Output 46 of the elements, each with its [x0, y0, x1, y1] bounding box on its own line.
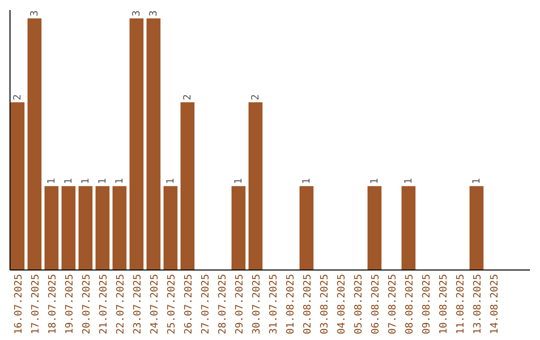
x-tick-label: 07.08.2025: [388, 274, 398, 334]
x-tick-label: 11.08.2025: [456, 274, 466, 334]
data-label: 1: [404, 178, 414, 184]
data-label: 2: [12, 94, 24, 100]
x-tick-label: 10.08.2025: [438, 274, 450, 334]
x-tick-label: 18.07.2025: [48, 274, 58, 334]
x-tick-label: 21.07.2025: [98, 274, 110, 334]
x-tick-label: 20.07.2025: [82, 274, 92, 334]
data-label: 1: [80, 178, 92, 184]
x-tick-label: 13.08.2025: [472, 274, 484, 334]
x-tick-label: 04.08.2025: [336, 274, 348, 334]
x-tick-label: 14.08.2025: [490, 274, 500, 334]
data-label: 1: [114, 178, 126, 184]
x-tick-label: 08.08.2025: [404, 274, 416, 334]
x-tick-label: 29.07.2025: [234, 274, 246, 334]
x-tick-label: 30.07.2025: [252, 274, 262, 334]
data-label: 3: [148, 10, 160, 16]
x-tick-label: 19.07.2025: [64, 274, 76, 334]
x-tick-label: 06.08.2025: [370, 274, 382, 334]
data-label: 1: [302, 178, 312, 184]
x-tick-label: 09.08.2025: [422, 274, 432, 334]
data-label: 1: [472, 178, 482, 184]
x-tick-label: 23.07.2025: [132, 274, 144, 334]
x-tick-label: 24.07.2025: [150, 274, 160, 334]
x-tick-label: 01.08.2025: [286, 274, 296, 334]
data-label: 2: [182, 94, 194, 100]
x-tick-label: 02.08.2025: [302, 274, 314, 334]
x-tick-label: 25.07.2025: [166, 274, 178, 334]
data-label: 1: [370, 178, 380, 184]
data-label: 3: [30, 10, 40, 16]
data-label: 1: [64, 178, 74, 184]
x-tick-label: 27.07.2025: [200, 274, 212, 334]
x-tick-label: 03.08.2025: [320, 274, 330, 334]
x-tick-label: 16.07.2025: [14, 274, 24, 334]
data-label: 1: [166, 178, 176, 184]
data-label: 1: [46, 178, 58, 184]
x-tick-label: 17.07.2025: [30, 274, 42, 334]
data-label: 3: [132, 10, 142, 16]
data-label: 1: [234, 178, 244, 184]
x-tick-label: 26.07.2025: [184, 274, 194, 334]
x-tick-label: 28.07.2025: [218, 274, 228, 334]
x-tick-label: 05.08.2025: [354, 274, 364, 334]
x-tick-label: 31.07.2025: [268, 274, 280, 334]
data-label: 1: [98, 178, 108, 184]
x-tick-label: 22.07.2025: [116, 274, 126, 334]
data-label: 2: [250, 94, 262, 100]
